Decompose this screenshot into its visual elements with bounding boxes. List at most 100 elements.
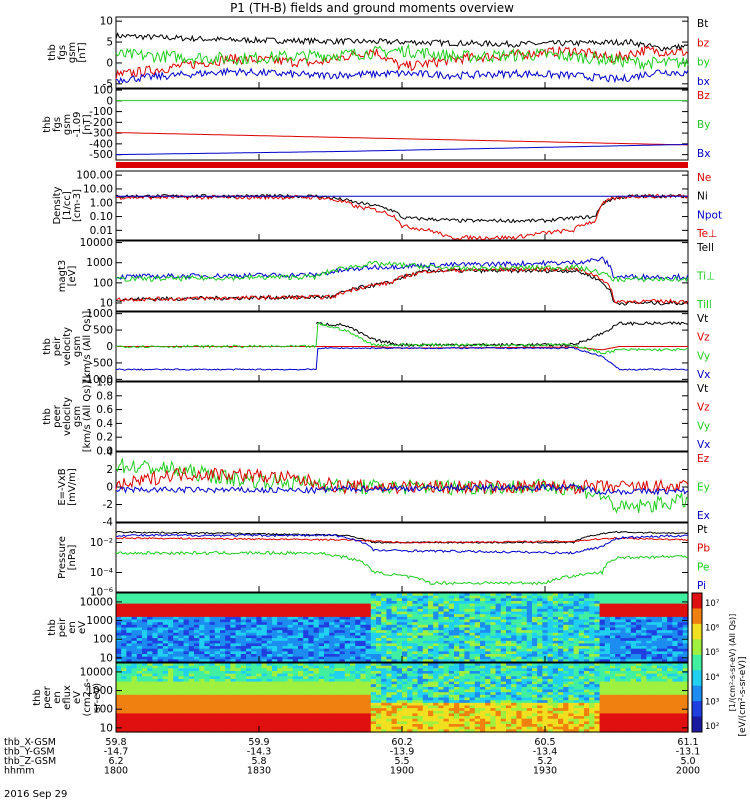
spectrogram-cell	[292, 643, 299, 647]
spectrogram-cell	[344, 611, 351, 615]
spectrogram-cell	[396, 619, 403, 623]
spectrogram-cell	[526, 646, 533, 650]
spectrogram-cell	[630, 616, 637, 621]
spectrogram-cell	[121, 606, 127, 610]
spectrogram-cell	[157, 598, 164, 602]
spectrogram-cell	[334, 721, 341, 725]
spectrogram-cell	[438, 640, 445, 645]
spectrogram-cell	[292, 681, 299, 685]
spectrogram-cell	[329, 713, 335, 717]
spectrogram-cell	[230, 630, 237, 634]
spectrogram-cell	[344, 651, 351, 655]
spectrogram-cell	[220, 608, 226, 613]
spectrogram-cell	[412, 638, 419, 642]
spectrogram-cell	[360, 619, 367, 623]
spectrogram-cell	[116, 606, 122, 610]
spectrogram-cell	[199, 694, 205, 699]
spectrogram-cell	[199, 668, 205, 672]
spectrogram-cell	[324, 635, 330, 639]
spectrogram-cell	[261, 702, 268, 707]
spectrogram-cell	[282, 692, 289, 696]
spectrogram-cell	[318, 608, 325, 613]
spectrogram-cell	[480, 595, 486, 599]
spectrogram-cell	[246, 724, 252, 728]
spectrogram-cell	[464, 697, 471, 701]
spectrogram-cell	[308, 705, 315, 709]
spectrogram-cell	[199, 708, 205, 712]
spectrogram-cell	[251, 692, 257, 696]
spectrogram-cell	[568, 619, 575, 623]
spectrogram-cell	[625, 632, 632, 637]
spectrogram-cell	[376, 684, 382, 688]
spectrogram-cell	[298, 700, 304, 704]
spectrogram-cell	[339, 665, 346, 669]
spectrogram-cell	[350, 651, 356, 655]
spectrogram-cell	[662, 654, 668, 658]
series-Till	[115, 260, 689, 283]
spectrogram-cell	[448, 598, 455, 602]
spectrogram-cell	[214, 651, 221, 655]
spectrogram-cell	[256, 654, 263, 658]
spectrogram-cell	[162, 697, 169, 701]
spectrogram-cell	[188, 718, 195, 722]
spectrogram-cell	[324, 697, 330, 701]
spectrogram-cell	[183, 729, 190, 733]
spectrogram-cell	[246, 638, 252, 642]
spectrogram-cell	[188, 643, 195, 647]
spectrogram-cell	[266, 616, 273, 621]
spectrogram-cell	[480, 678, 486, 683]
spectrogram-cell	[136, 616, 143, 621]
spectrogram-cell	[469, 724, 476, 728]
spectrogram-cell	[339, 718, 346, 722]
spectrogram-cell	[438, 681, 445, 685]
spectrogram-cell	[168, 622, 174, 626]
spectrogram-cell	[433, 598, 439, 602]
spectrogram-cell	[339, 611, 346, 615]
spectrogram-cell	[422, 718, 429, 722]
spectrogram-cell	[485, 648, 491, 652]
spectrogram-cell	[672, 616, 679, 621]
spectrogram-cell	[573, 595, 580, 599]
spectrogram-cell	[126, 676, 133, 680]
spectrogram-cell	[677, 627, 684, 631]
spectrogram-cell	[183, 635, 190, 639]
spectrogram-cell	[308, 608, 315, 613]
spectrogram-cell	[407, 603, 413, 607]
spectrogram-cell	[563, 638, 569, 642]
spectrogram-cell	[147, 668, 153, 672]
spectrogram-cell	[381, 708, 387, 712]
spectrogram-cell	[183, 700, 190, 704]
spectrogram-cell	[298, 630, 304, 634]
spectrogram-cell	[682, 608, 689, 613]
spectrogram-cell	[464, 686, 471, 691]
spectrogram-cell	[214, 614, 221, 618]
spectrogram-cell	[313, 713, 320, 717]
spectrogram-cell	[214, 638, 221, 642]
spectrogram-cell	[251, 624, 257, 629]
spectrogram-cell	[126, 601, 133, 605]
legend-entry: Vz	[697, 402, 710, 414]
spectrogram-cell	[194, 643, 200, 647]
spectrogram-cell	[204, 595, 211, 599]
spectrogram-cell	[251, 684, 257, 688]
spectrogram-cell	[490, 656, 497, 660]
spectrogram-cell	[329, 651, 335, 655]
spectrogram-cell	[261, 716, 268, 720]
spectrogram-cell	[220, 598, 226, 602]
spectrogram-cell	[142, 593, 148, 597]
spectrogram-cell	[131, 656, 138, 660]
spectrogram-cell	[428, 694, 434, 699]
spectrogram-cell	[152, 724, 159, 728]
spectrogram-cell	[412, 656, 419, 660]
spectrogram-cell	[532, 640, 538, 645]
spectrogram-cell	[620, 635, 627, 639]
spectrogram-cell	[433, 630, 439, 634]
spectrogram-cell	[402, 700, 408, 704]
spectrogram-cell	[578, 640, 585, 645]
spectrogram-cell	[303, 692, 309, 696]
spectrogram-cell	[485, 603, 491, 607]
spectrogram-cell	[298, 614, 304, 618]
spectrogram-cell	[386, 697, 393, 701]
spectrogram-cell	[350, 635, 356, 639]
spectrogram-cell	[454, 595, 460, 599]
